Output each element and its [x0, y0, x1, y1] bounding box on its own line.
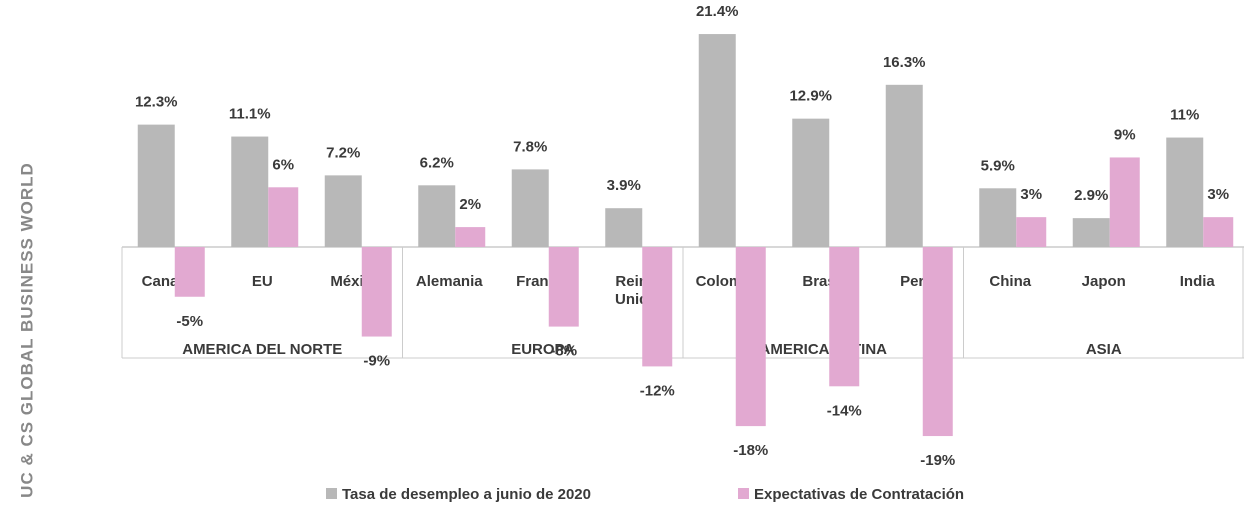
- bar: [922, 247, 953, 437]
- bar: [548, 247, 579, 327]
- bar: [885, 84, 923, 247]
- value-label: -9%: [363, 353, 390, 370]
- value-label: 3%: [1207, 186, 1229, 203]
- value-label: -14%: [827, 402, 862, 419]
- value-label: 3%: [1020, 186, 1042, 203]
- side-text: UC & CS GLOBAL BUSINESS WORLD: [17, 162, 36, 498]
- value-label: -12%: [640, 382, 675, 399]
- group-label: ASIA: [1086, 341, 1122, 358]
- value-label: 11.1%: [229, 106, 271, 123]
- value-label: 3.9%: [607, 177, 641, 194]
- value-label: 7.2%: [326, 144, 360, 161]
- value-label: 21.4%: [696, 3, 739, 20]
- bar: [642, 247, 673, 367]
- bar: [1203, 217, 1234, 247]
- value-label: 16.3%: [883, 54, 926, 71]
- value-label: 2%: [459, 196, 481, 213]
- x-tick-label: India: [1180, 273, 1216, 290]
- value-label: 11%: [1170, 107, 1199, 124]
- bar: [455, 227, 486, 247]
- x-tick-label: Japon: [1082, 273, 1126, 290]
- bar: [979, 188, 1017, 247]
- bar: [1016, 217, 1047, 247]
- bar: [698, 34, 736, 247]
- value-label: 2.9%: [1074, 187, 1108, 204]
- value-label: 7.8%: [513, 138, 547, 155]
- value-label: -8%: [550, 343, 577, 360]
- bar: [1109, 157, 1140, 247]
- bar: [792, 118, 830, 248]
- bar: [829, 247, 860, 387]
- x-tick-label: EU: [252, 273, 273, 290]
- group-label: EUROPA: [511, 341, 574, 358]
- value-label: 6.2%: [420, 154, 454, 171]
- value-label: -5%: [176, 313, 203, 330]
- legend-label: Tasa de desempleo a junio de 2020: [342, 486, 591, 503]
- legend-label: Expectativas de Contratación: [754, 486, 964, 503]
- bar: [231, 136, 269, 247]
- bar: [324, 175, 362, 247]
- group-label: AMERICA DEL NORTE: [182, 341, 342, 358]
- group-label: AMERICA LATINA: [760, 341, 888, 358]
- x-tick-label: Alemania: [416, 273, 483, 290]
- bar: [1166, 137, 1204, 247]
- legend-swatch: [326, 488, 337, 499]
- value-label: 12.3%: [135, 94, 178, 111]
- value-label: 5.9%: [981, 157, 1015, 174]
- value-label: 12.9%: [789, 88, 832, 105]
- bar: [735, 247, 766, 427]
- bar: [361, 247, 392, 337]
- value-label: 6%: [272, 156, 294, 173]
- bar: [137, 124, 175, 247]
- bar: [268, 187, 299, 247]
- value-label: 9%: [1114, 126, 1136, 143]
- bar: [605, 208, 643, 247]
- bar: [418, 185, 456, 247]
- value-label: -19%: [920, 452, 955, 469]
- bar: [1072, 218, 1110, 247]
- x-tick-label: China: [989, 273, 1031, 290]
- legend-swatch: [738, 488, 749, 499]
- value-label: -18%: [733, 442, 768, 459]
- bar: [511, 169, 549, 247]
- bar: [174, 247, 205, 297]
